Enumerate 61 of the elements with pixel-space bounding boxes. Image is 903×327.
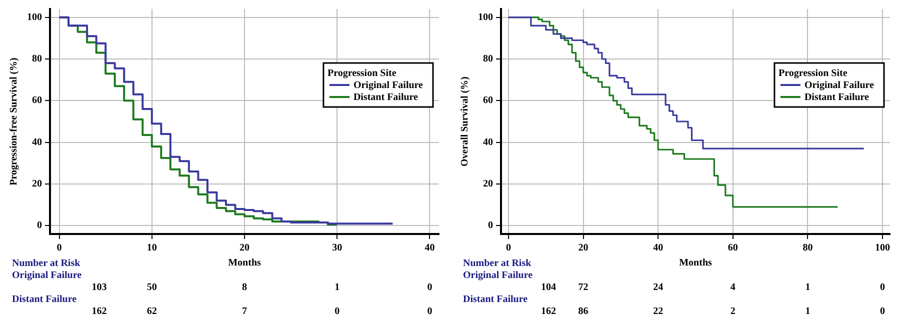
x-axis-title: Months: [679, 258, 712, 269]
legend-title: Progression Site: [327, 68, 397, 79]
x-tick-label: 10: [146, 242, 157, 254]
x-tick-label: 80: [802, 242, 813, 254]
x-axis-title: Months: [228, 258, 261, 269]
text: 24: [653, 282, 664, 293]
text: 72: [578, 282, 588, 293]
text: Number at Risk: [12, 258, 81, 269]
text: Original Failure: [12, 270, 82, 281]
x-tick-label: 40: [424, 242, 435, 254]
y-tick-label: 20: [483, 178, 493, 190]
text: 4: [730, 282, 736, 293]
y-tick-label: 0: [37, 220, 42, 232]
legend-title: Progression Site: [778, 68, 848, 79]
text: 0: [334, 306, 340, 317]
x-tick-label: 0: [506, 242, 511, 254]
y-axis-title: Progression-free Survival (%): [8, 58, 20, 186]
y-tick-label: 80: [32, 54, 42, 65]
y-tick-label: 100: [27, 12, 42, 23]
text: 0: [880, 306, 886, 317]
text: 103: [92, 282, 107, 293]
x-tick-label: 100: [875, 242, 890, 254]
text: 8: [242, 282, 247, 293]
legend-label: Original Failure: [353, 80, 424, 91]
text: Original Failure: [463, 270, 534, 281]
y-tick-label: 60: [483, 95, 493, 106]
text: 0: [880, 282, 886, 293]
text: 162: [92, 306, 107, 317]
text: Distant Failure: [12, 294, 78, 305]
y-tick-label: 20: [32, 178, 42, 190]
text: 1: [805, 282, 810, 293]
y-tick-label: 40: [483, 136, 493, 148]
text: 0: [427, 282, 432, 293]
text: 86: [578, 306, 588, 317]
text: 62: [146, 306, 157, 317]
text: Number at Risk: [463, 258, 532, 269]
text: 7: [242, 306, 247, 317]
y-axis-title: Overall Survival (%): [460, 76, 471, 166]
text: 1: [334, 282, 340, 293]
text: Distant Failure: [463, 294, 528, 305]
text: 2: [730, 306, 736, 317]
x-tick-label: 40: [653, 242, 664, 254]
x-tick-label: 30: [332, 242, 342, 254]
text: 1: [805, 306, 810, 317]
y-tick-label: 80: [483, 54, 493, 65]
x-tick-label: 20: [578, 242, 588, 254]
y-tick-label: 40: [32, 136, 42, 148]
text: 104: [540, 282, 556, 293]
text: 0: [427, 306, 432, 317]
y-tick-label: 0: [488, 220, 493, 232]
legend-label: Original Failure: [804, 80, 875, 91]
legend-label: Distant Failure: [804, 92, 870, 103]
y-tick-label: 100: [478, 12, 493, 23]
x-tick-label: 0: [56, 242, 62, 254]
x-tick-label: 20: [240, 242, 250, 254]
y-tick-label: 60: [32, 95, 42, 106]
legend-label: Distant Failure: [353, 92, 419, 103]
x-tick-label: 60: [728, 242, 738, 254]
text: 162: [540, 306, 556, 317]
text: 50: [146, 282, 157, 293]
text: 22: [653, 306, 664, 317]
